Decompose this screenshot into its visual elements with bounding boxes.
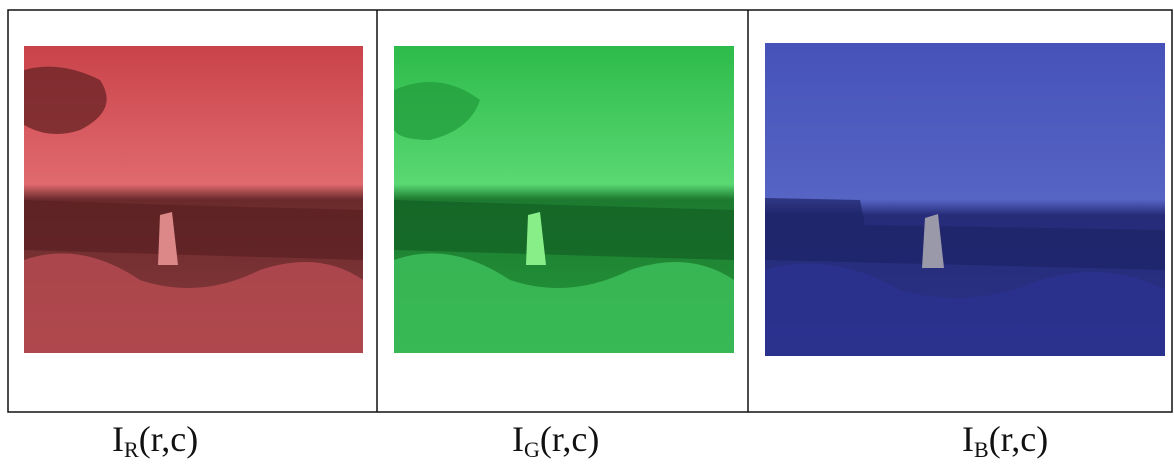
args: (r,c) bbox=[989, 419, 1049, 459]
panel-label: IG(r,c) bbox=[512, 418, 599, 463]
figure bbox=[0, 0, 1174, 468]
channel: B bbox=[974, 437, 989, 462]
symbol: I bbox=[112, 419, 124, 459]
panel-label: IR(r,c) bbox=[112, 418, 198, 463]
channel: R bbox=[124, 437, 139, 462]
red-channel-image bbox=[24, 46, 363, 353]
panel-label: IB(r,c) bbox=[962, 418, 1048, 463]
symbol: I bbox=[962, 419, 974, 459]
channel: G bbox=[524, 437, 540, 462]
page: {"figure": {"panels": [ {"symbol": "I", … bbox=[0, 0, 1174, 468]
args: (r,c) bbox=[139, 419, 199, 459]
symbol: I bbox=[512, 419, 524, 459]
blue-channel-image bbox=[765, 43, 1165, 356]
args: (r,c) bbox=[540, 419, 600, 459]
green-channel-image bbox=[394, 46, 734, 353]
